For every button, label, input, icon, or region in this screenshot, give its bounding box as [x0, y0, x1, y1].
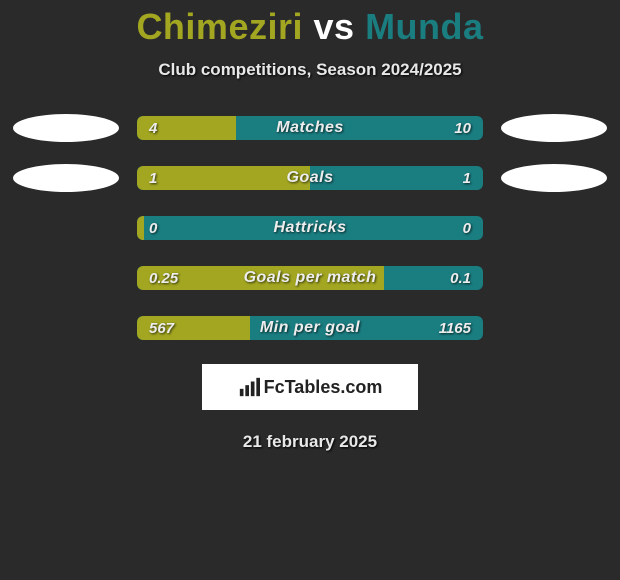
- player2-badge: [501, 114, 607, 142]
- stat-value-right: 0: [463, 216, 471, 240]
- stat-label: Matches: [137, 116, 483, 140]
- player1-name: Chimeziri: [136, 6, 303, 47]
- season-subtitle: Club competitions, Season 2024/2025: [0, 60, 620, 80]
- stat-row: 0Hattricks0: [0, 214, 620, 242]
- stat-value-right: 10: [454, 116, 471, 140]
- date-label: 21 february 2025: [0, 432, 620, 452]
- stat-value-right: 1165: [439, 316, 471, 340]
- stat-label: Min per goal: [137, 316, 483, 340]
- badge-spacer: [13, 214, 119, 242]
- stat-row: 0.25Goals per match0.1: [0, 264, 620, 292]
- stat-bar: 567Min per goal1165: [137, 316, 483, 340]
- fctables-logo: FcTables.com: [202, 364, 418, 410]
- stat-row: 1Goals1: [0, 164, 620, 192]
- page-title: Chimeziri vs Munda: [0, 6, 620, 48]
- player2-name: Munda: [365, 6, 483, 47]
- player1-badge: [13, 114, 119, 142]
- stat-bar: 1Goals1: [137, 166, 483, 190]
- badge-spacer: [13, 264, 119, 292]
- player1-badge: [13, 164, 119, 192]
- badge-spacer: [501, 314, 607, 342]
- stat-bar: 4Matches10: [137, 116, 483, 140]
- stats-container: 4Matches101Goals10Hattricks00.25Goals pe…: [0, 114, 620, 342]
- badge-spacer: [13, 314, 119, 342]
- stat-label: Hattricks: [137, 216, 483, 240]
- stat-bar: 0Hattricks0: [137, 216, 483, 240]
- badge-spacer: [501, 214, 607, 242]
- stat-value-right: 0.1: [450, 266, 471, 290]
- comparison-infographic: Chimeziri vs Munda Club competitions, Se…: [0, 0, 620, 580]
- logo-text: FcTables.com: [264, 377, 383, 398]
- bar-chart-icon: [238, 376, 260, 398]
- vs-separator: vs: [314, 6, 355, 47]
- stat-bar: 0.25Goals per match0.1: [137, 266, 483, 290]
- stat-row: 4Matches10: [0, 114, 620, 142]
- stat-label: Goals per match: [137, 266, 483, 290]
- stat-label: Goals: [137, 166, 483, 190]
- badge-spacer: [501, 264, 607, 292]
- stat-value-right: 1: [463, 166, 471, 190]
- stat-row: 567Min per goal1165: [0, 314, 620, 342]
- player2-badge: [501, 164, 607, 192]
